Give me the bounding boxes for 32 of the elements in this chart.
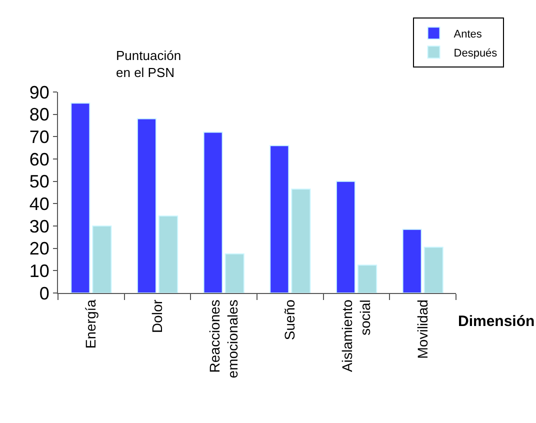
- y-tick-label: 50: [29, 172, 50, 192]
- y-tick-label: 30: [29, 216, 50, 236]
- y-tick-label: 0: [39, 283, 50, 304]
- bar: [357, 264, 378, 293]
- bar: [136, 118, 157, 293]
- legend-label: Después: [454, 47, 498, 60]
- bar: [270, 145, 290, 293]
- x-tick-label: Aislamiento social: [338, 299, 374, 372]
- bar: [224, 253, 244, 293]
- bar: [203, 132, 223, 293]
- x-tick-label: Dolor: [149, 299, 166, 334]
- bar: [336, 180, 356, 293]
- legend-label: Antes: [454, 28, 482, 40]
- y-tick-label: 40: [29, 194, 50, 214]
- bar: [92, 226, 112, 293]
- bar: [402, 228, 422, 293]
- y-tick-label: 60: [29, 149, 50, 170]
- y-axis-title: Puntuación en el PSN: [116, 48, 182, 80]
- y-tick-label: 20: [29, 238, 50, 259]
- bar: [291, 188, 311, 293]
- bar: [158, 215, 178, 293]
- x-tick-label: Movilidad: [414, 300, 430, 359]
- x-tick-label: Sueño: [282, 299, 298, 340]
- bar: [70, 102, 90, 293]
- y-tick-label: 80: [29, 104, 50, 125]
- x-tick-label: Energía: [82, 299, 99, 349]
- y-tick-label: 10: [29, 260, 50, 281]
- x-tick-label: Reacciones emocionales: [206, 300, 240, 378]
- y-tick-label: 70: [29, 126, 50, 147]
- x-axis-title: Dimensión: [458, 313, 535, 330]
- y-tick-label: 90: [29, 82, 50, 102]
- bar: [424, 246, 444, 293]
